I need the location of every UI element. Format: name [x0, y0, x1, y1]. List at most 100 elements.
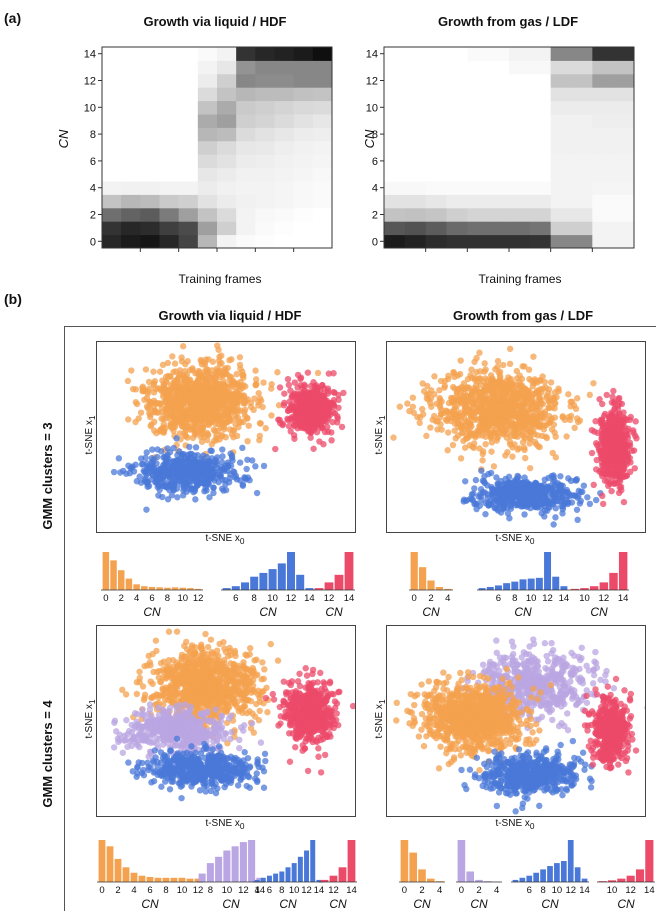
heatmap-hdf-ytick-label-6: 6 [90, 156, 96, 168]
tsne-hdf-4-point [202, 630, 209, 638]
heatmap-hdf-cell-cn10-f7 [236, 100, 256, 115]
heatmap-ldf-cell-cn1-f0 [384, 221, 406, 236]
tsne-hdf-3-point [170, 368, 177, 376]
tsne-hdf-3-point [213, 431, 220, 438]
tsne-hdf-3-point [175, 461, 182, 468]
tsne-ldf-3-point [603, 391, 610, 399]
heatmap-ldf-cell-cn8-f9 [571, 127, 593, 142]
tsne-hdf-3-point [329, 409, 337, 416]
tsne-ldf-3-point [437, 377, 445, 385]
tsne-ldf-3-point [510, 422, 517, 429]
tsne-hdf-3-point [281, 399, 288, 407]
heatmap-ldf-cell-cn10-f3 [446, 100, 468, 115]
heatmap-ldf-cell-cn5-f3 [446, 167, 468, 182]
tsne-ldf-3-point [504, 510, 512, 517]
heatmap-ldf-cell-cn6-f2 [425, 154, 447, 169]
tsne-hdf-3-point [224, 459, 232, 466]
tsne-hdf-3-point [231, 474, 239, 481]
heatmap-ldf-ytick-label-6: 6 [372, 156, 378, 168]
tsne-ldf-3-point [488, 448, 495, 455]
heatmap-ldf-ytick-label-2: 2 [372, 210, 378, 222]
heatmap-ldf-cell-cn2-f8 [550, 207, 572, 222]
tsne-ldf-3-point [505, 388, 512, 396]
heatmap-ldf-cell-cn1-f9 [571, 221, 593, 236]
tsne-ldf-3-point [518, 406, 525, 413]
tsne-hdf-3-point [256, 420, 264, 427]
tsne-hdf-3-point [317, 424, 325, 432]
heatmap-ldf-cell-cn8-f4 [467, 127, 489, 142]
heatmap-hdf-cell-cn5-f10 [293, 167, 314, 182]
heatmap-hdf-cell-cn0-f9 [274, 234, 295, 249]
tsne-hdf-3-point [128, 464, 135, 471]
tsne-ldf-3-point [574, 395, 581, 402]
heatmap-ldf-cell-cn1-f6 [509, 221, 531, 236]
tsne-hdf-3-point [159, 361, 167, 369]
heatmap-ldf-cell-cn6-f8 [550, 154, 572, 169]
tsne-ldf-3-point [545, 484, 552, 492]
heatmap-ldf-cell-cn4-f6 [509, 181, 531, 195]
heatmap-hdf-cell-cn8-f4 [178, 127, 199, 142]
tsne-hdf-3-point [151, 427, 158, 434]
tsne-hdf-3-point [146, 398, 153, 405]
heatmap-ldf-cell-cn11-f10 [592, 87, 614, 102]
panel-a-label: (a) [4, 10, 22, 26]
heatmap-hdf-cell-cn1-f3 [159, 221, 180, 236]
tsne-hdf-4-point [154, 668, 161, 676]
tsne-hdf-3-point [168, 405, 176, 413]
tsne-hdf-3-point [192, 392, 200, 399]
heatmap-ldf-cell-cn9-f6 [509, 114, 531, 128]
tsne-hdf-3-point [210, 412, 217, 420]
tsne-hdf-3-point [297, 404, 304, 412]
tsne-hdf-3-point [274, 369, 281, 376]
tsne-ldf-3-point [482, 510, 489, 518]
tsne-ldf-3-point [598, 450, 605, 457]
heatmap-hdf-cell-cn0-f5 [197, 234, 218, 249]
heatmap-hdf-cell-cn4-f11 [312, 181, 333, 195]
heatmap-ldf-cell-cn14-f8 [550, 47, 572, 61]
tsne-hdf-3-point [124, 377, 132, 385]
tsne-ldf-3-point [615, 489, 623, 497]
heatmap-ldf-cell-cn11-f1 [404, 87, 427, 102]
heatmap-ldf-cell-cn1-f5 [488, 221, 510, 236]
heatmap-hdf-cell-cn5-f9 [274, 167, 295, 182]
heatmap-ldf-cell-cn0-f6 [509, 234, 531, 249]
tsne-ldf-3-point [534, 443, 542, 450]
tsne-ldf-3-point [557, 473, 564, 480]
tsne-hdf-4-point [232, 678, 239, 685]
tsne-hdf-4-point [243, 709, 251, 717]
tsne-ldf-3-point [607, 465, 615, 472]
heatmap-ldf-cell-cn14-f2 [425, 47, 447, 61]
heatmap-hdf-cell-cn12-f11 [312, 73, 333, 88]
tsne-ldf-3-point [509, 406, 516, 414]
tsne-ldf-3-point [492, 366, 499, 373]
heatmap-ldf-cell-cn3-f11 [613, 194, 635, 209]
tsne-ldf-3-point [404, 400, 411, 407]
tsne-hdf-3-point [340, 389, 347, 397]
tsne-hdf-3-point [141, 396, 148, 404]
heatmap-ldf-cell-cn0-f1 [404, 234, 427, 249]
tsne-hdf-3-point [222, 409, 229, 416]
tsne-ldf-3-point [451, 427, 458, 434]
tsne-hdf-3-point [149, 472, 157, 479]
tsne-ldf-3-point [567, 412, 575, 420]
tsne-hdf-3-point [184, 378, 192, 385]
heatmap-hdf-cell-cn3-f8 [255, 194, 275, 209]
tsne-ldf-3-point [510, 494, 518, 501]
heatmap-ldf-cell-cn10-f6 [509, 100, 531, 115]
tsne-ldf-3-point [574, 494, 581, 501]
heatmap-hdf-cell-cn8-f0 [102, 127, 122, 142]
heatmap-ldf-cell-cn12-f2 [425, 73, 447, 88]
heatmap-ldf-cell-cn2-f1 [404, 207, 427, 222]
tsne-ldf-3-point [510, 432, 518, 440]
tsne-hdf-3-point [173, 435, 180, 442]
heatmap-hdf-cell-cn6-f5 [197, 154, 218, 169]
heatmap-hdf-cell-cn4-f5 [197, 181, 218, 195]
tsne-hdf-3-point [171, 377, 178, 384]
heatmap-ldf-cell-cn5-f8 [550, 167, 572, 182]
tsne-ldf-3-point [456, 370, 464, 378]
heatmap-ldf-cell-cn7-f7 [529, 140, 552, 155]
tsne-hdf-3-point [192, 496, 199, 503]
heatmap-ldf-cell-cn1-f10 [592, 221, 614, 236]
tsne-ldf-3-point [448, 408, 456, 415]
tsne-hdf-3-point [221, 383, 228, 391]
